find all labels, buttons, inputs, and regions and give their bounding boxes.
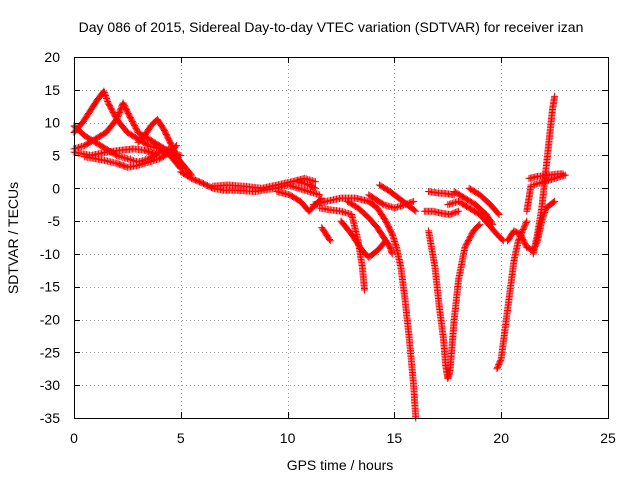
- data-point: [326, 237, 334, 245]
- y-tick-label: -20: [40, 312, 60, 328]
- series-arc12: [316, 204, 368, 294]
- grid-lines: [74, 57, 608, 418]
- data-point: [151, 150, 159, 158]
- series-arc6: [134, 115, 187, 173]
- series-arc11: [294, 178, 319, 192]
- data-point: [360, 286, 368, 294]
- y-tick-label: 20: [44, 49, 60, 65]
- data-point: [523, 217, 531, 225]
- y-tick-label: -10: [40, 246, 60, 262]
- x-tick-label: 0: [70, 430, 78, 446]
- data-point: [102, 92, 110, 100]
- data-points: [70, 87, 569, 422]
- data-point: [102, 93, 110, 101]
- data-point: [311, 184, 319, 192]
- data-point: [453, 208, 461, 216]
- series-arc9: [273, 188, 326, 215]
- series-arc19: [425, 188, 458, 199]
- y-tick-label: -25: [40, 344, 60, 360]
- y-tick-label: -15: [40, 279, 60, 295]
- y-tick-label: -35: [40, 410, 60, 426]
- data-point: [173, 142, 181, 150]
- data-point: [494, 209, 502, 217]
- axis-ticks: [74, 57, 609, 419]
- data-point: [101, 90, 109, 98]
- data-point: [407, 198, 415, 206]
- series-arc17: [365, 191, 418, 212]
- data-point: [452, 208, 460, 216]
- data-point: [450, 209, 458, 217]
- series-arc22: [450, 188, 497, 228]
- data-point: [311, 178, 319, 186]
- chart-title: Day 086 of 2015, Sidereal Day-to-day VTE…: [79, 19, 584, 35]
- data-point: [498, 236, 506, 244]
- data-point: [446, 211, 454, 219]
- data-point: [497, 356, 505, 364]
- data-point: [476, 220, 484, 228]
- data-point: [495, 211, 503, 219]
- data-point: [411, 206, 419, 214]
- series-arc14: [337, 217, 390, 261]
- y-tick-label: -30: [40, 377, 60, 393]
- x-tick-label: 15: [387, 430, 403, 446]
- plot-frame: [74, 57, 609, 419]
- series-arc24: [493, 217, 531, 373]
- series-arc4: [70, 145, 159, 159]
- y-tick-label: 0: [52, 180, 60, 196]
- series-arc23: [465, 184, 503, 219]
- data-point: [404, 200, 412, 208]
- y-axis-title: SDTVAR / TECUs: [5, 182, 21, 294]
- x-axis-title: GPS time / hours: [287, 457, 394, 473]
- series-arc15: [343, 197, 396, 258]
- data-point: [325, 235, 333, 243]
- series-arc10: [318, 224, 334, 245]
- data-point: [100, 87, 108, 95]
- series-arc13: [309, 194, 420, 422]
- data-point: [408, 198, 416, 206]
- data-point: [104, 97, 112, 105]
- x-tick-label: 5: [177, 430, 185, 446]
- data-point: [489, 220, 497, 228]
- x-tick-labels: 0 5 10 15 20 25: [70, 430, 616, 446]
- data-point: [103, 95, 111, 103]
- series-arc27: [523, 181, 535, 215]
- x-tick-label: 25: [600, 430, 616, 446]
- data-point: [410, 197, 418, 205]
- data-point: [405, 199, 413, 207]
- data-point: [388, 250, 396, 258]
- data-point: [559, 170, 567, 178]
- data-point: [401, 201, 409, 209]
- data-point: [403, 200, 411, 208]
- x-tick-label: 20: [493, 430, 509, 446]
- series-arc18: [420, 207, 462, 219]
- data-point: [412, 207, 420, 215]
- y-tick-label: 15: [44, 82, 60, 98]
- series-arc29: [525, 170, 567, 182]
- y-tick-labels: -35 -30 -25 -20 -15 -10 -5 0 5 10 15 20: [40, 49, 60, 426]
- series-arc20: [425, 220, 484, 383]
- data-point: [488, 219, 496, 227]
- data-point: [454, 207, 462, 215]
- data-point: [449, 209, 457, 217]
- data-point: [475, 221, 483, 229]
- data-point: [143, 141, 151, 149]
- data-point: [447, 210, 455, 218]
- data-point: [310, 184, 318, 192]
- y-tick-label: 5: [52, 147, 60, 163]
- data-point: [100, 89, 108, 97]
- series-arc21: [444, 197, 507, 245]
- y-tick-label: -5: [48, 213, 61, 229]
- data-point: [522, 218, 530, 226]
- x-tick-label: 10: [280, 430, 296, 446]
- data-point: [550, 198, 558, 206]
- data-point: [551, 92, 559, 100]
- data-point: [551, 197, 559, 205]
- data-point: [103, 96, 111, 104]
- y-tick-label: 10: [44, 115, 60, 131]
- series-arc25: [504, 197, 559, 255]
